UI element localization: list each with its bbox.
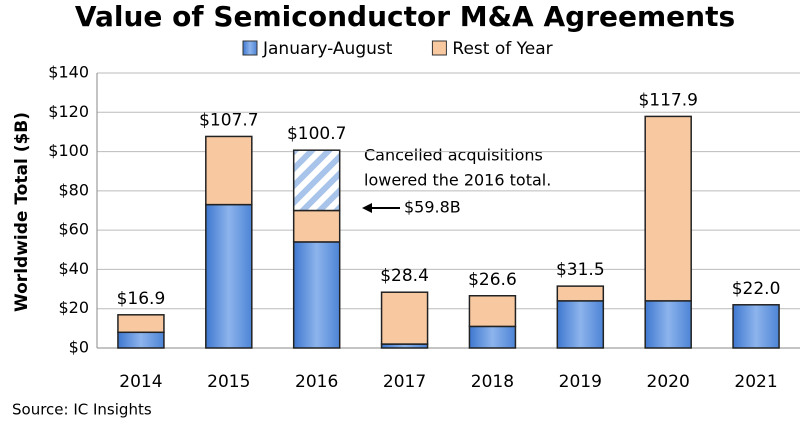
y-tick-label: $140 [48,63,89,82]
y-tick-label: $60 [58,220,89,239]
total-label: $117.9 [638,90,697,110]
annotation: Cancelled acquisitions [364,146,543,165]
total-label: $28.4 [380,266,429,286]
y-tick-label: $80 [58,180,89,199]
x-tick-label: 2014 [119,372,162,392]
bar-segment [117,314,165,334]
total-label: $31.5 [556,260,605,280]
bar-segment [205,203,253,349]
legend-swatch [431,40,447,56]
x-tick-label: 2016 [295,372,338,392]
bar-segment [468,295,517,328]
chart-title: Value of Semiconductor M&A Agreements [75,0,735,33]
bar-segment [117,331,165,349]
x-tick-label: 2020 [647,372,690,392]
annotation: lowered the 2016 total. [364,171,551,190]
bar-segment [292,149,341,212]
y-axis-label: Worldwide Total ($B) [12,112,32,312]
total-label: $107.7 [199,110,258,130]
x-tick-label: 2015 [207,372,250,392]
bar-segment [292,241,341,349]
annotation: $59.8B [404,198,461,217]
bar-segment [556,300,605,349]
y-tick-label: $40 [58,259,89,278]
bar-segment [292,209,341,243]
total-label: $26.6 [468,270,517,290]
bar-segment [205,135,253,206]
x-tick-label: 2018 [471,372,514,392]
x-tick-label: 2019 [559,372,602,392]
bar-segment [644,300,692,349]
legend-label: Rest of Year [452,39,552,59]
y-tick-label: $120 [48,102,89,121]
x-tick-label: 2021 [734,372,777,392]
y-tick-label: $0 [69,338,89,357]
y-tick-label: $100 [48,141,89,160]
y-tick-label: $20 [58,298,89,317]
source: Source: IC Insights [12,401,152,419]
legend-label: January-August [262,39,393,59]
total-label: $22.0 [732,279,781,299]
bar-segment [556,285,605,302]
bar-segment [380,291,429,345]
x-tick-label: 2017 [383,372,426,392]
total-label: $16.9 [117,289,166,309]
bar-segment [468,325,517,349]
bar-segment [644,115,692,302]
arrow-head [362,203,372,213]
total-label: $100.7 [287,124,346,144]
bar-segment [732,304,780,349]
legend-swatch [242,40,258,56]
